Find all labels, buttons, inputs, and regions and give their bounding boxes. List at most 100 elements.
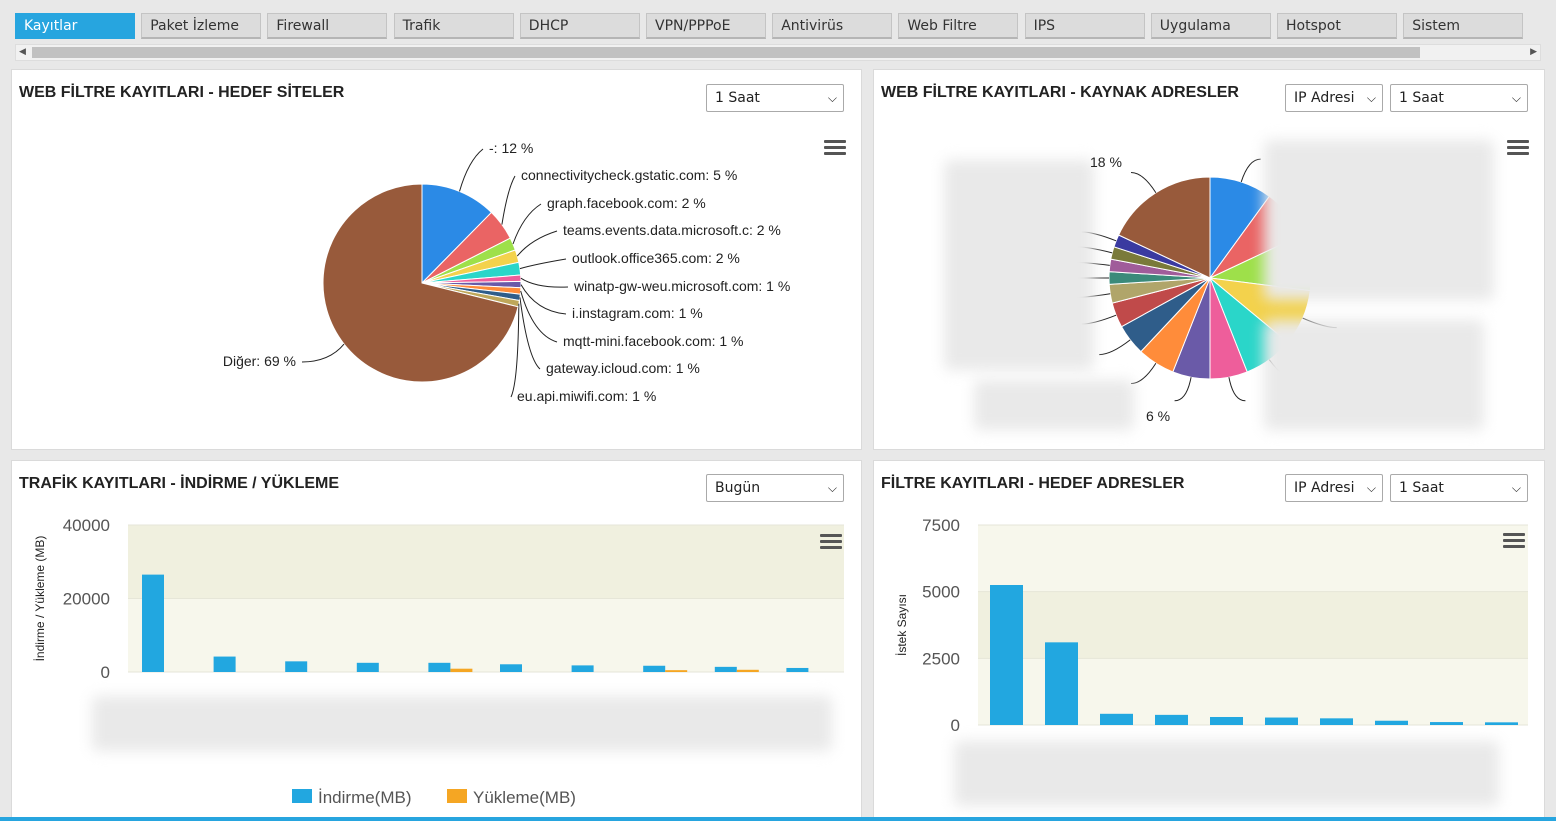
tab-4[interactable]: Trafik [393, 13, 514, 39]
tab-7[interactable]: Antivirüs [772, 13, 893, 39]
connector-line [1130, 171, 1157, 193]
tab-6[interactable]: VPN/PPPoE [646, 13, 766, 39]
chevron-down-icon: ⌵ [827, 91, 837, 105]
connector-line [459, 148, 484, 192]
legend-label: İndirme(MB) [318, 788, 412, 807]
pie-slice [322, 183, 519, 383]
pie-chart-target-sites: -: 12 % connectivitycheck.gstatic.com: 5 … [223, 140, 790, 404]
y-tick-label: 40000 [63, 516, 110, 535]
bar [213, 656, 236, 672]
redacted-labels [1264, 320, 1484, 430]
legend-label: Yükleme(MB) [473, 788, 576, 807]
connector-line [1099, 339, 1131, 356]
bar [285, 661, 308, 672]
bar [786, 667, 809, 672]
bar [142, 574, 164, 672]
connector-line [1240, 158, 1261, 183]
chart-menu-icon[interactable] [1507, 140, 1529, 156]
connector-line [1174, 377, 1192, 402]
tab-12[interactable]: Sistem [1403, 13, 1524, 39]
tab-bar: Kayıtlar Paket İzleme Firewall Trafik DHCP VP… [15, 11, 1541, 43]
tab-2[interactable]: Paket İzleme [141, 13, 262, 39]
time-range-value: 1 Saat [1399, 480, 1444, 496]
bottom-accent-line [0, 817, 1556, 821]
slice-label: gateway.icloud.com: 1 % [546, 360, 700, 376]
bar [643, 665, 666, 672]
chart-menu-icon[interactable] [1503, 533, 1525, 549]
panel-traffic-download-upload: TRAFİK KAYITLARI - İNDİRME / YÜKLEME Bug… [11, 460, 862, 821]
chevron-down-icon: ⌵ [1511, 481, 1521, 495]
bar [571, 665, 594, 672]
connector-line [520, 290, 558, 343]
tab-1[interactable]: Kayıtlar [15, 13, 135, 39]
chevron-down-icon: ⌵ [1366, 481, 1376, 495]
slice-label: 6 % [1146, 408, 1171, 424]
y-tick-label: 5000 [922, 583, 960, 602]
panel-title: TRAFİK KAYITLARI - İNDİRME / YÜKLEME [19, 475, 340, 492]
time-range-select[interactable]: 1 Saat ⌵ [1390, 474, 1528, 502]
slice-label: winatp-gw-weu.microsoft.com: 1 % [573, 278, 790, 294]
connector-line [1130, 363, 1157, 385]
panel-web-filter-sources: WEB FİLTRE KAYITLARI - KAYNAK ADRESLER I… [873, 69, 1545, 450]
chart-menu-icon[interactable] [824, 140, 846, 156]
panel-web-filter-targets: WEB FİLTRE KAYITLARI - HEDEF SİTELER 1 S… [11, 69, 862, 450]
scroll-left-icon[interactable]: ◀ [19, 47, 26, 57]
slice-label: i.instagram.com: 1 % [572, 305, 703, 321]
tab-9[interactable]: IPS [1024, 13, 1145, 39]
y-tick-label: 0 [101, 663, 110, 682]
bar [500, 664, 522, 672]
tab-11[interactable]: Hotspot [1277, 13, 1397, 39]
slice-label: graph.facebook.com: 2 % [547, 195, 706, 211]
tab-3[interactable]: Firewall [267, 13, 388, 39]
bar [1210, 717, 1243, 725]
ip-address-select[interactable]: IP Adresi ⌵ [1285, 84, 1383, 112]
bar [714, 666, 737, 672]
chart-menu-icon[interactable] [820, 534, 842, 550]
bar [450, 668, 473, 672]
scrollbar-thumb[interactable] [32, 47, 1420, 58]
connector-line [516, 230, 558, 257]
connector-line [501, 175, 516, 225]
panel-title: WEB FİLTRE KAYITLARI - KAYNAK ADRESLER [881, 84, 1239, 101]
tab-10[interactable]: Uygulama [1150, 13, 1271, 39]
tab-scrollbar[interactable]: ◀ ▶ [15, 44, 1541, 61]
bar-chart-traffic: 0 20000 40000 İndirme / Yükleme (MB) İndirme… [33, 516, 844, 807]
time-range-value: 1 Saat [715, 90, 760, 106]
y-tick-label: 0 [951, 716, 960, 735]
bar [1100, 713, 1133, 725]
date-range-select[interactable]: Bugün ⌵ [706, 474, 844, 502]
tab-5[interactable]: DHCP [519, 13, 640, 39]
connector-line [520, 284, 567, 315]
scroll-right-icon[interactable]: ▶ [1530, 47, 1537, 57]
redacted-labels [974, 380, 1134, 430]
panel-filter-target-addresses: FİLTRE KAYITLARI - HEDEF ADRESLER IP Adr… [873, 460, 1545, 821]
bar [1485, 722, 1518, 725]
connector-line [1228, 377, 1246, 402]
legend-swatch [447, 789, 467, 803]
bar [990, 585, 1023, 725]
slice-label: 18 % [1090, 154, 1122, 170]
y-tick-label: 20000 [63, 590, 110, 609]
slice-label: teams.events.data.microsoft.c: 2 % [563, 222, 781, 238]
tab-8[interactable]: Web Filtre [898, 13, 1019, 39]
y-axis-label: İndirme / Yükleme (MB) [33, 536, 47, 662]
bar [736, 669, 759, 672]
redacted-category-labels [954, 741, 1499, 806]
chevron-down-icon: ⌵ [1366, 91, 1376, 105]
legend-swatch [292, 789, 312, 803]
time-range-select[interactable]: 1 Saat ⌵ [1390, 84, 1528, 112]
connector-line [519, 297, 541, 370]
time-range-select[interactable]: 1 Saat ⌵ [706, 84, 844, 112]
redacted-category-labels [92, 696, 832, 751]
ip-select-value: IP Adresi [1294, 90, 1355, 106]
pie-slice [421, 183, 493, 285]
redacted-labels [944, 160, 1094, 370]
plot-band [128, 525, 844, 599]
slice-label: outlook.office365.com: 2 % [572, 250, 740, 266]
bar [428, 662, 451, 672]
panel-title: FİLTRE KAYITLARI - HEDEF ADRESLER [881, 475, 1185, 492]
bar [1375, 720, 1408, 725]
redacted-labels [1264, 140, 1494, 300]
ip-address-select[interactable]: IP Adresi ⌵ [1285, 474, 1383, 502]
bar [1320, 718, 1353, 725]
